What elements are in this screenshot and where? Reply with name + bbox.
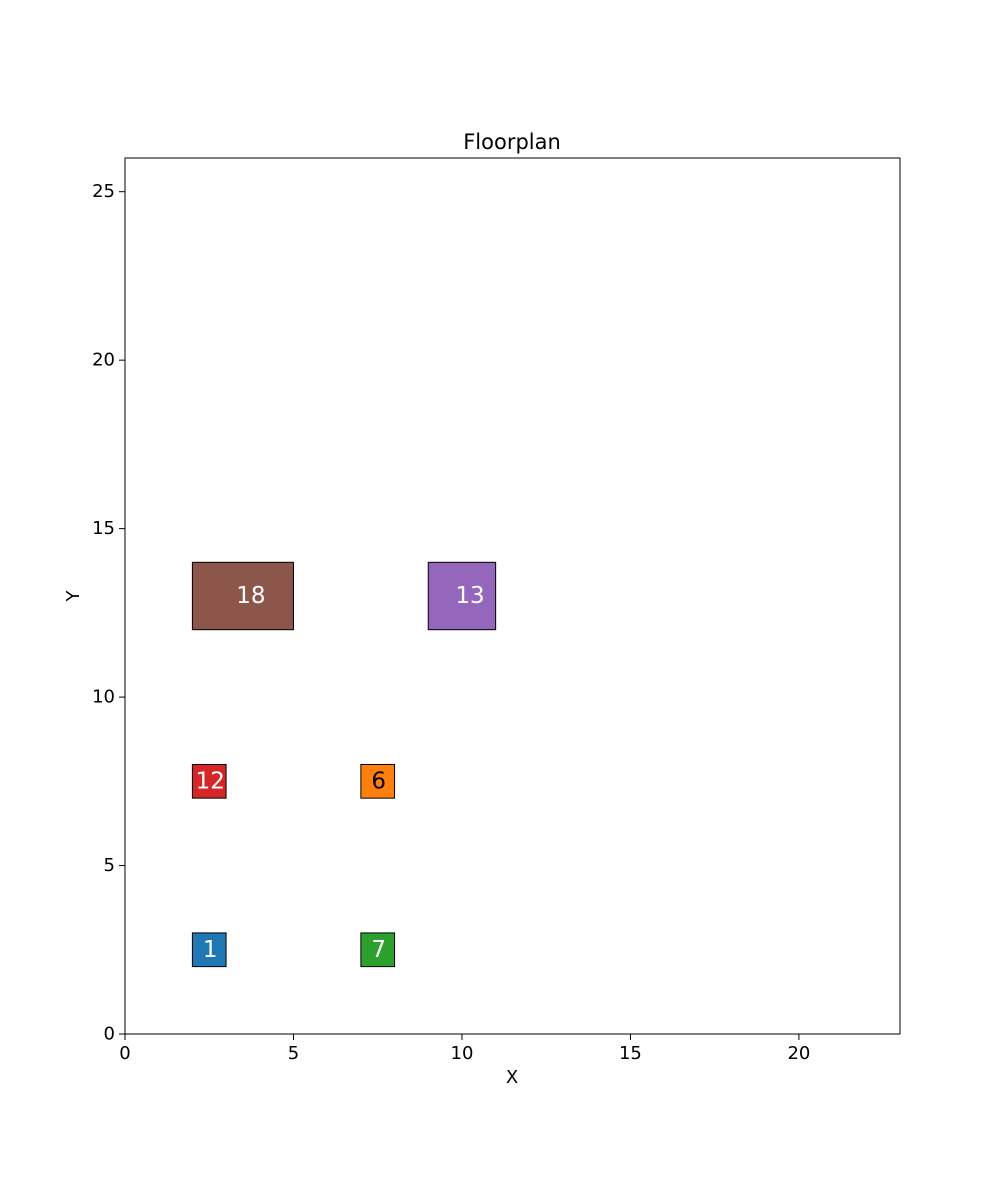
x-tick-label: 15 xyxy=(619,1043,642,1064)
room-rect xyxy=(191,763,227,799)
x-tick-label: 5 xyxy=(288,1043,299,1064)
y-tick-label: 25 xyxy=(92,181,115,202)
y-tick-label: 5 xyxy=(104,855,115,876)
plot-frame xyxy=(124,157,901,1035)
room-7: 7 xyxy=(360,932,396,968)
y-tick-label: 10 xyxy=(92,687,115,708)
room-label: 1 xyxy=(203,937,218,963)
room-12: 12 xyxy=(191,763,227,799)
room-rect xyxy=(360,763,396,799)
room-rect xyxy=(191,932,227,968)
y-tick-label: 15 xyxy=(92,518,115,539)
rooms-layer: 1 7 12 6 18 13 xyxy=(191,561,497,968)
x-axis-label: X xyxy=(506,1067,518,1088)
room-6: 6 xyxy=(360,763,396,799)
y-axis-ticks: 0 5 10 15 20 25 xyxy=(92,181,125,1045)
chart-title: Floorplan xyxy=(463,130,561,154)
y-tick-label: 20 xyxy=(92,350,115,371)
x-tick-label: 10 xyxy=(451,1043,474,1064)
room-rect xyxy=(427,561,497,631)
room-label: 13 xyxy=(455,583,484,609)
room-13: 13 xyxy=(427,561,497,631)
room-label: 18 xyxy=(236,583,265,609)
y-tick-label: 0 xyxy=(104,1024,115,1045)
room-label: 6 xyxy=(371,768,386,794)
room-rect xyxy=(360,932,396,968)
room-1: 1 xyxy=(191,932,227,968)
x-tick-label: 0 xyxy=(119,1043,130,1064)
room-18: 18 xyxy=(191,561,294,631)
x-axis-ticks: 0 5 10 15 20 xyxy=(119,1034,810,1064)
y-axis-label: Y xyxy=(63,590,84,603)
x-tick-label: 20 xyxy=(787,1043,810,1064)
room-label: 7 xyxy=(371,937,386,963)
room-label: 12 xyxy=(196,768,225,794)
room-rect xyxy=(191,561,294,631)
